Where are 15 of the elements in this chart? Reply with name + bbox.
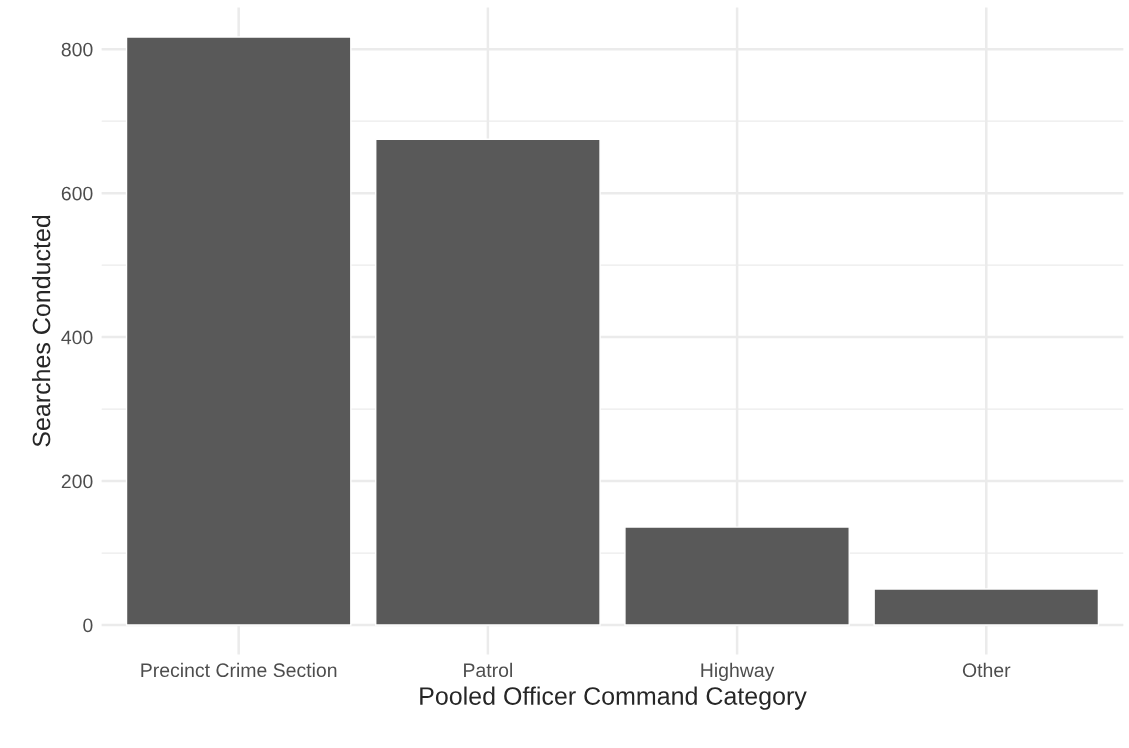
bar: [873, 588, 1100, 626]
x-tick-label: Highway: [701, 662, 775, 681]
bar: [624, 526, 850, 626]
y-tick-label: 0: [83, 618, 93, 633]
y-axis-title: Searches Conducted: [31, 215, 51, 447]
x-tick-label: Patrol: [464, 662, 512, 678]
bar: [375, 138, 601, 626]
y-tick-label: 800: [61, 42, 93, 57]
x-tick-label: Precinct Crime Section: [141, 662, 337, 678]
x-axis-title: Pooled Officer Command Category: [420, 686, 807, 710]
y-tick-label: 400: [61, 330, 93, 345]
x-tick-label: Other: [962, 662, 1011, 678]
bar: [125, 36, 352, 626]
y-tick-label: 600: [61, 186, 93, 201]
y-tick-label: 200: [61, 474, 93, 489]
